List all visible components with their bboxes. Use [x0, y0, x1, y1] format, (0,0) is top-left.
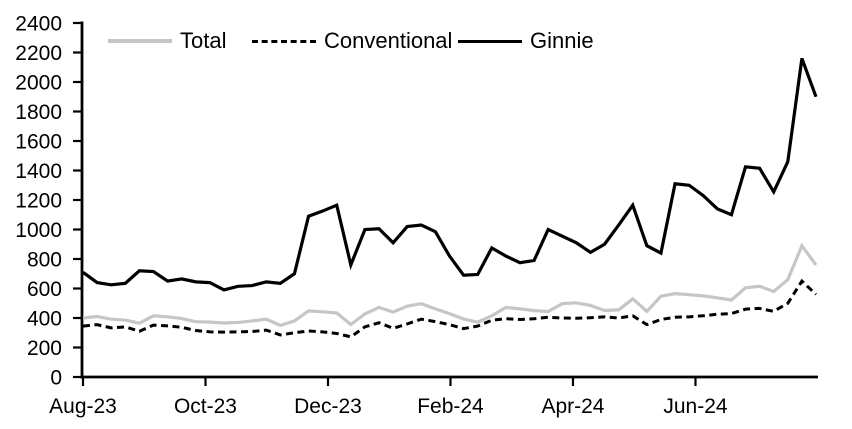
y-tick-label: 0 [50, 367, 62, 390]
y-tick-label: 2400 [15, 13, 62, 36]
y-tick-label: 1600 [15, 131, 62, 154]
legend-label-total: Total [180, 28, 227, 53]
series-line-total [82, 242, 818, 328]
x-tick-label: Dec-23 [294, 395, 362, 418]
legend-item-conventional: Conventional [252, 28, 452, 54]
y-tick-label: 800 [27, 249, 62, 272]
x-tick-label: Oct-23 [174, 395, 237, 418]
x-tick-label: Jun-24 [663, 395, 728, 418]
total-line-swatch [108, 39, 172, 43]
y-tick-label: 1800 [15, 101, 62, 124]
y-tick-label: 1200 [15, 190, 62, 213]
x-tick-label: Apr-24 [541, 395, 604, 418]
x-tick-label: Aug-23 [49, 395, 117, 418]
y-tick-label: 2200 [15, 42, 62, 65]
y-tick-label: 200 [27, 337, 62, 360]
series-line-conventional [82, 278, 818, 339]
legend-label-conventional: Conventional [324, 28, 453, 53]
y-tick-label: 1000 [15, 219, 62, 242]
y-tick-label: 600 [27, 278, 62, 301]
series-line-ginnie [82, 57, 818, 292]
y-tick-label: 1400 [15, 160, 62, 183]
ginnie-line-swatch [458, 39, 522, 43]
legend-label-ginnie: Ginnie [530, 28, 594, 53]
y-tick-label: 2000 [15, 72, 62, 95]
x-tick-label: Feb-24 [417, 395, 484, 418]
legend-item-ginnie: Ginnie [458, 28, 594, 54]
legend-item-total: Total [108, 28, 226, 54]
conventional-line-swatch [252, 39, 316, 43]
y-tick-label: 400 [27, 308, 62, 331]
